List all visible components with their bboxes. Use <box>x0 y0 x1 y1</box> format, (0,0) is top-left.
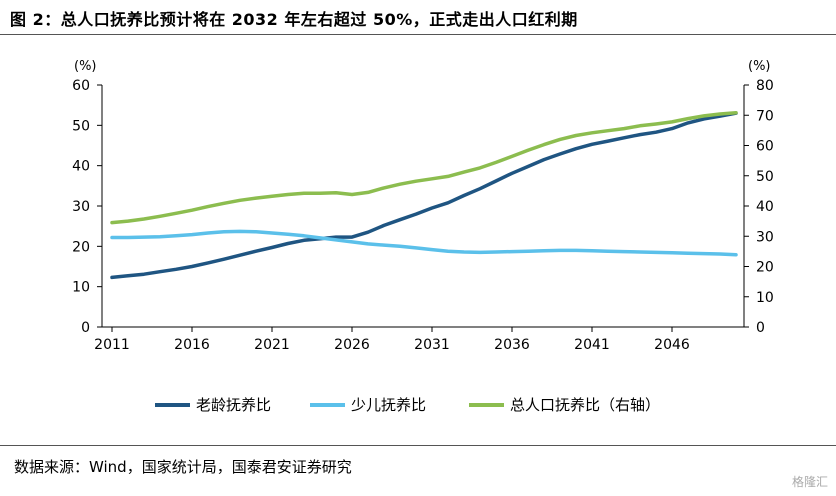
right-tick-label: 70 <box>756 108 774 124</box>
right-tick-label: 20 <box>756 260 774 276</box>
left-tick-label: 50 <box>72 118 90 134</box>
x-tick-label: 2011 <box>94 337 130 353</box>
x-tick-label: 2036 <box>494 337 530 353</box>
right-tick-label: 80 <box>756 78 774 94</box>
chart-title: 图 2：总人口抚养比预计将在 2032 年左右超过 50%，正式走出人口红利期 <box>10 10 578 29</box>
x-ticks: 2011 2016 2021 2026 2031 2036 2041 2046 <box>94 327 690 353</box>
right-tick-label: 50 <box>756 169 774 185</box>
legend-item-child: 少儿抚养比 <box>310 396 426 414</box>
left-tick-label: 40 <box>72 159 90 175</box>
source-note: 数据来源：Wind，国家统计局，国泰君安证券研究 <box>14 458 352 476</box>
left-tick-label: 20 <box>72 239 90 255</box>
x-tick-label: 2041 <box>574 337 610 353</box>
title-rule <box>0 34 836 35</box>
left-y-ticks: 0 10 20 30 40 50 60 <box>72 78 102 336</box>
legend-label-total: 总人口抚养比（右轴） <box>510 396 660 414</box>
legend-item-total: 总人口抚养比（右轴） <box>469 396 660 414</box>
watermark-logo: 格隆汇 <box>791 475 828 489</box>
x-tick-label: 2021 <box>254 337 290 353</box>
series-line-total <box>110 111 738 225</box>
legend: 老龄抚养比 少儿抚养比 总人口抚养比（右轴） <box>155 396 660 414</box>
left-y-unit: (%) <box>74 59 97 74</box>
right-tick-label: 30 <box>756 229 774 245</box>
chart-series <box>110 111 738 280</box>
x-tick-label: 2031 <box>414 337 450 353</box>
series-line-child <box>110 229 738 257</box>
right-y-ticks: 0 10 20 30 40 50 60 70 80 <box>744 78 774 336</box>
series-line-old-age <box>110 111 738 280</box>
right-tick-label: 40 <box>756 199 774 215</box>
right-tick-label: 60 <box>756 139 774 155</box>
chart-axes: (%) (%) <box>74 59 771 328</box>
right-tick-label: 0 <box>756 320 765 336</box>
left-tick-label: 30 <box>72 199 90 215</box>
right-y-unit: (%) <box>748 59 771 74</box>
x-tick-label: 2046 <box>654 337 690 353</box>
legend-label-old-age: 老龄抚养比 <box>196 396 271 414</box>
left-tick-label: 10 <box>72 280 90 296</box>
x-tick-label: 2026 <box>334 337 370 353</box>
right-tick-label: 10 <box>756 290 774 306</box>
left-tick-label: 60 <box>72 78 90 94</box>
left-tick-label: 0 <box>81 320 90 336</box>
x-tick-label: 2016 <box>174 337 210 353</box>
footer-rule <box>0 445 836 446</box>
legend-item-old-age: 老龄抚养比 <box>155 396 271 414</box>
legend-label-child: 少儿抚养比 <box>351 396 426 414</box>
